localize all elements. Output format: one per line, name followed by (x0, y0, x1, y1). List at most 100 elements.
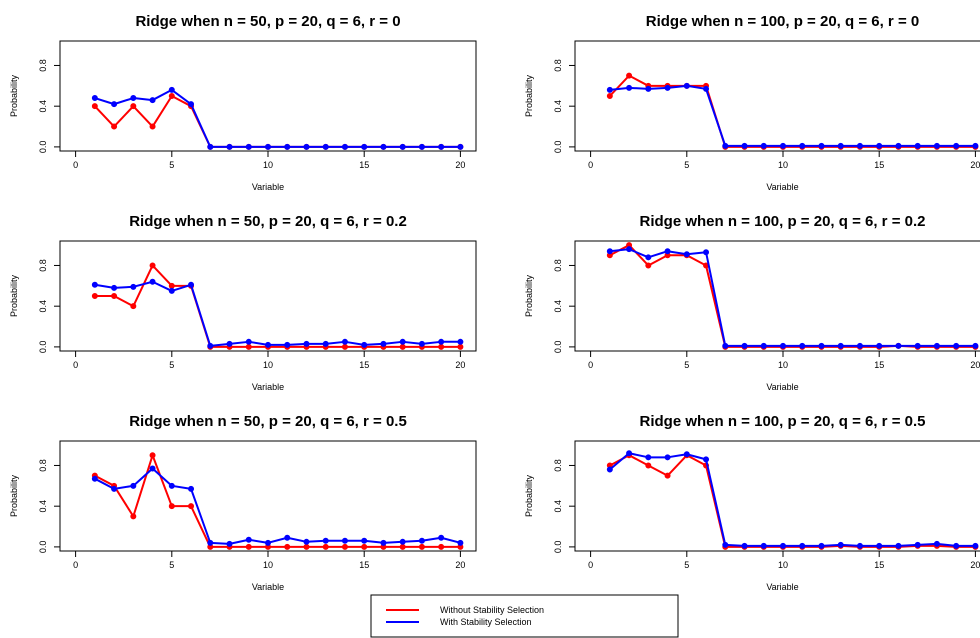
x-axis: 0 5 10 15 20 (73, 350, 465, 370)
data-point (780, 342, 787, 349)
data-point (149, 123, 156, 130)
data-point (626, 450, 633, 457)
y-tick-label: 0.4 (553, 300, 563, 313)
data-point (818, 142, 825, 149)
data-point (399, 543, 406, 550)
data-point (626, 84, 633, 91)
data-point (703, 85, 710, 92)
series-line (609, 74, 976, 148)
legend-box (370, 594, 679, 638)
data-point (149, 97, 156, 104)
data-point (438, 343, 445, 350)
y-tick-label: 0.4 (38, 100, 48, 113)
x-tick-label: 0 (73, 160, 78, 170)
y-tick-label: 0.8 (38, 459, 48, 472)
series-line (94, 95, 461, 148)
y-tick-label: 0.8 (553, 459, 563, 472)
x-tick-label: 15 (359, 360, 369, 370)
legend-label: Without Stability Selection (440, 605, 544, 615)
x-tick-label: 15 (359, 560, 369, 570)
data-point (149, 452, 156, 459)
x-tick-label: 0 (73, 560, 78, 570)
data-point (438, 543, 445, 550)
data-point (207, 342, 214, 349)
data-point (168, 503, 175, 510)
data-point (645, 454, 652, 461)
series-with-stability (91, 86, 464, 150)
x-tick-label: 15 (874, 560, 884, 570)
data-point (606, 248, 613, 255)
series-without-stability (91, 262, 464, 350)
x-axis-label: Variable (766, 382, 798, 392)
y-tick-label: 0.0 (553, 141, 563, 154)
chart-title: Ridge when n = 100, p = 20, q = 6, r = 0… (640, 213, 926, 230)
data-point (264, 143, 271, 150)
plot-frame (59, 40, 477, 152)
y-tick-label: 0.8 (553, 59, 563, 72)
data-point (780, 542, 787, 549)
y-axis-label: Probability (9, 74, 19, 117)
y-axis-label: Probability (524, 474, 534, 517)
data-point (457, 143, 464, 150)
data-point (457, 338, 464, 345)
chart-title: Ridge when n = 100, p = 20, q = 6, r = 0… (640, 413, 926, 430)
data-point (284, 143, 291, 150)
x-axis-label: Variable (252, 382, 284, 392)
data-point (245, 143, 252, 150)
x-tick-label: 0 (588, 560, 593, 570)
series-without-stability (91, 452, 464, 550)
data-point (361, 341, 368, 348)
data-point (799, 542, 806, 549)
series-without-stability (606, 452, 979, 550)
x-tick-label: 0 (73, 360, 78, 370)
data-point (953, 142, 960, 149)
y-tick-label: 0.4 (553, 100, 563, 113)
legend-label: With Stability Selection (440, 617, 532, 627)
data-point (264, 539, 271, 546)
data-point (438, 338, 445, 345)
data-point (226, 340, 233, 347)
data-point (245, 536, 252, 543)
x-axis: 0 5 10 15 20 (73, 550, 465, 570)
data-point (837, 541, 844, 548)
chart-title: Ridge when n = 50, p = 20, q = 6, r = 0.… (129, 413, 407, 430)
data-point (645, 254, 652, 261)
data-point (130, 513, 137, 520)
data-point (303, 340, 310, 347)
data-point (895, 142, 902, 149)
data-point (341, 343, 348, 350)
x-tick-label: 0 (588, 160, 593, 170)
plot-frame (574, 40, 980, 152)
data-point (856, 342, 863, 349)
x-axis: 0 5 10 15 20 (588, 550, 980, 570)
y-tick-label: 0.0 (38, 341, 48, 354)
y-tick-label: 0.0 (38, 141, 48, 154)
data-point (683, 451, 690, 458)
data-point (606, 86, 613, 93)
data-point (361, 543, 368, 550)
data-point (322, 543, 329, 550)
data-point (91, 103, 98, 110)
data-point (683, 251, 690, 258)
data-point (799, 142, 806, 149)
data-point (380, 340, 387, 347)
data-point (130, 95, 137, 102)
data-point (953, 542, 960, 549)
data-point (722, 541, 729, 548)
x-axis-label: Variable (766, 582, 798, 592)
x-tick-label: 5 (169, 560, 174, 570)
chart-panel-2: Ridge when n = 100, p = 20, q = 6, r = 0… (524, 13, 980, 192)
chart-title: Ridge when n = 50, p = 20, q = 6, r = 0 (135, 13, 400, 30)
data-point (341, 537, 348, 544)
y-tick-label: 0.0 (38, 541, 48, 554)
data-point (168, 482, 175, 489)
data-point (606, 93, 613, 100)
data-point (645, 85, 652, 92)
x-tick-label: 5 (169, 360, 174, 370)
data-point (780, 142, 787, 149)
data-point (626, 72, 633, 79)
data-point (207, 539, 214, 546)
data-point (933, 342, 940, 349)
data-point (130, 103, 137, 110)
data-point (914, 541, 921, 548)
